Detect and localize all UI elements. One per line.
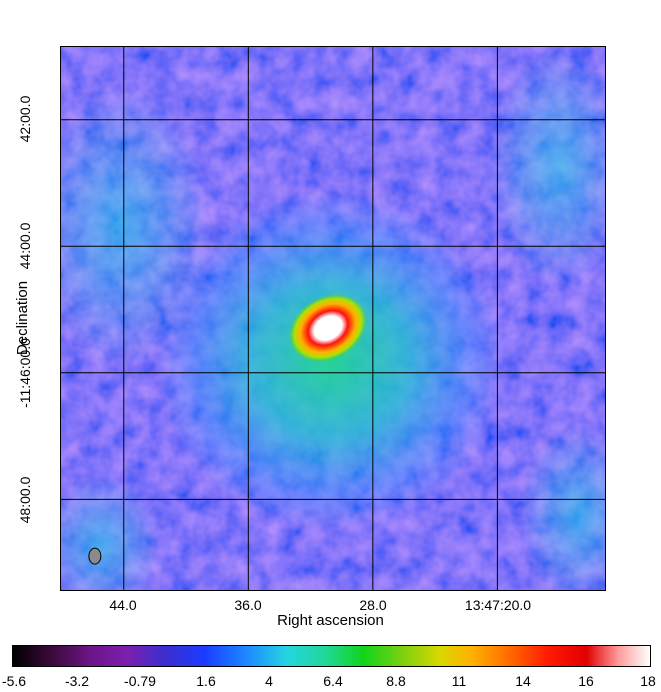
colorbar-tick-label: 14 — [515, 673, 531, 689]
colorbar-tick-label: 18 — [640, 673, 656, 689]
sky-image-panel — [60, 46, 606, 591]
colorbar-tick-label: 11 — [451, 673, 467, 689]
colorbar-tick-label: -0.79 — [124, 673, 156, 689]
x-tick-label: 13:47:20.0 — [464, 597, 532, 613]
x-tick-label: 44.0 — [109, 597, 137, 613]
colorbar-tick-label: -5.6 — [1, 673, 27, 689]
x-tick-label: 36.0 — [234, 597, 262, 613]
intensity-map — [61, 47, 605, 590]
x-axis-label: Right ascension — [277, 612, 384, 629]
colorbar-tick-label: 1.6 — [196, 673, 216, 689]
colorbar — [12, 645, 651, 667]
colorbar-tick-label: 4 — [265, 673, 273, 689]
colorbar-tick-label: 6.4 — [323, 673, 343, 689]
colorbar-tick-label: 16 — [578, 673, 594, 689]
colorbar-tick-label: -3.2 — [64, 673, 90, 689]
colorbar-tick-label: 8.8 — [386, 673, 406, 689]
x-tick-label: 28.0 — [359, 597, 387, 613]
beam-ellipse — [88, 547, 102, 565]
